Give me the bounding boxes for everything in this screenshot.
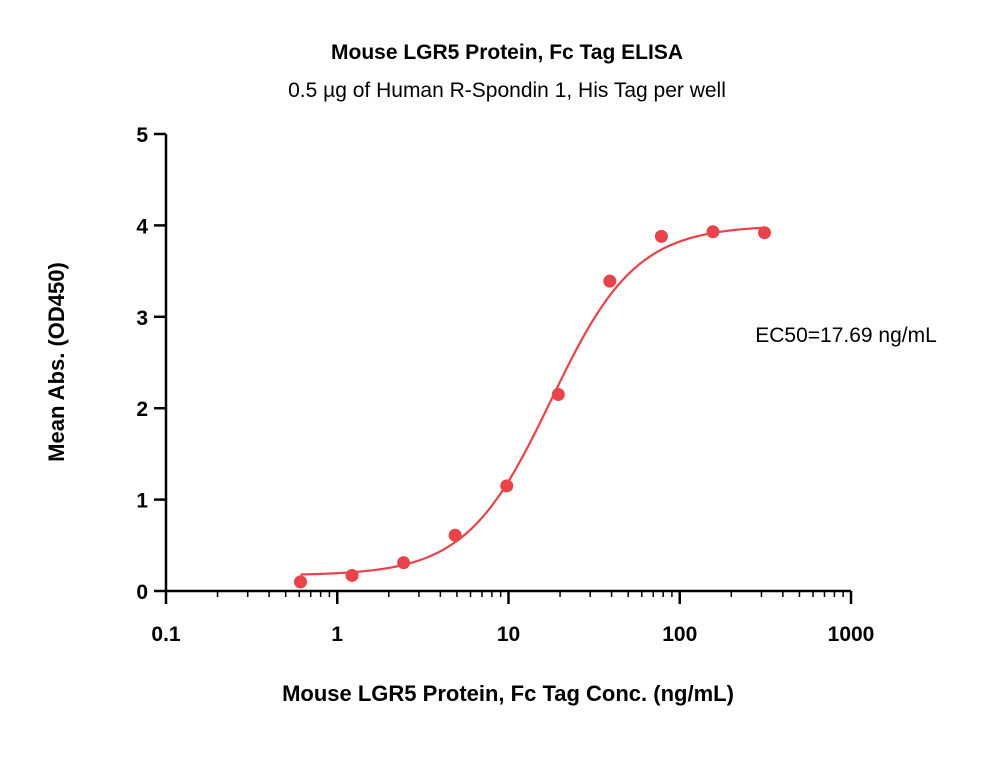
data-point [448, 528, 462, 542]
x-tick-label: 0.1 [151, 623, 181, 646]
data-point [603, 274, 617, 288]
data-point [293, 575, 307, 589]
data-point [706, 225, 720, 239]
data-point [345, 568, 359, 582]
x-tick-label: 1 [331, 623, 343, 646]
data-point [397, 556, 411, 570]
x-ticks: 0.1 1 10 100 1000 [151, 591, 874, 646]
y-tick-label: 2 [136, 398, 148, 421]
x-tick-label: 10 [497, 623, 520, 646]
y-tick-label: 1 [136, 490, 148, 513]
data-point [757, 226, 771, 240]
chart-subtitle: 0.5 µg of Human R-Spondin 1, His Tag per… [288, 79, 726, 102]
data-point [551, 387, 565, 401]
y-tick-label: 0 [136, 581, 148, 604]
ec50-annotation: EC50=17.69 ng/mL [755, 324, 937, 347]
data-point [654, 229, 668, 243]
axes [164, 134, 851, 593]
x-tick-label: 100 [662, 623, 697, 646]
y-axis-label: Mean Abs. (OD450) [44, 262, 69, 462]
data-points [293, 225, 771, 589]
y-ticks: 0 1 2 3 4 5 [136, 124, 166, 604]
data-point [500, 479, 514, 493]
x-tick-label: 1000 [828, 623, 875, 646]
y-tick-label: 4 [136, 215, 148, 238]
y-tick-label: 3 [136, 307, 148, 330]
fit-curve [300, 226, 765, 576]
chart-title: Mouse LGR5 Protein, Fc Tag ELISA [331, 41, 683, 64]
x-axis-label: Mouse LGR5 Protein, Fc Tag Conc. (ng/mL) [282, 681, 734, 706]
y-tick-label: 5 [136, 124, 148, 147]
